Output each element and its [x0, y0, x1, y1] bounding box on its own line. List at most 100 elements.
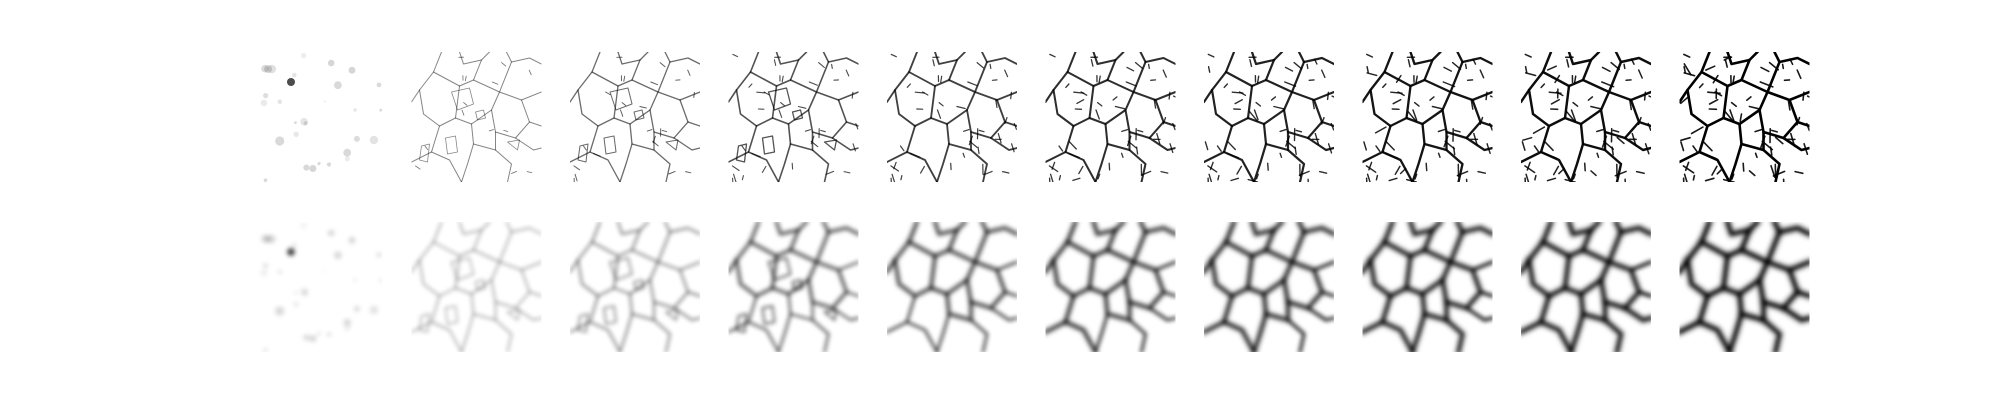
fracture-tick	[1566, 58, 1570, 68]
fracture-tick	[1407, 111, 1417, 123]
fracture-tick	[1533, 145, 1540, 153]
fracture-tick	[1327, 143, 1333, 154]
fracture-line	[653, 319, 671, 352]
fracture-pattern	[1045, 52, 1176, 182]
fracture-tick	[962, 128, 970, 132]
fracture-tick	[1321, 69, 1326, 79]
fracture-tick	[1437, 128, 1446, 133]
fracture-line	[411, 222, 443, 273]
fracture-tick	[978, 129, 985, 133]
fracture-tick	[687, 69, 691, 76]
fracture-tick	[1643, 91, 1647, 101]
speckle	[293, 131, 299, 137]
fracture-tick	[1395, 74, 1402, 83]
shard-outline	[665, 139, 679, 151]
fracture-tick	[1760, 66, 1770, 73]
fracture-tick	[1564, 178, 1576, 182]
speckle	[353, 108, 357, 112]
shade-band	[1536, 317, 1576, 352]
fracture-line	[787, 292, 814, 322]
fracture-tick	[1156, 132, 1161, 145]
fracture-line	[1148, 136, 1176, 152]
shade-band	[1694, 317, 1735, 352]
fracture-line	[591, 229, 641, 257]
fracture-line	[990, 137, 1017, 151]
speckle	[369, 305, 379, 315]
fracture-tick	[1279, 128, 1287, 133]
fracture-pattern	[570, 52, 700, 182]
fracture-line	[433, 59, 482, 87]
speckle	[300, 287, 308, 296]
speckle	[379, 278, 383, 282]
shade-band	[1247, 222, 1287, 239]
fracture-line	[495, 149, 512, 182]
shard-outline	[735, 313, 748, 333]
fracture-line	[1045, 52, 1077, 104]
speckle	[275, 136, 285, 146]
fracture-tick	[1076, 99, 1085, 105]
fracture-line	[1362, 52, 1394, 104]
fracture-tick	[1270, 96, 1277, 101]
speckle	[343, 318, 352, 327]
fracture-pattern	[1045, 222, 1176, 352]
fracture-line	[1148, 306, 1176, 322]
speckle	[263, 178, 268, 182]
fracture-tick	[1001, 170, 1010, 174]
fracture-tick	[909, 152, 921, 158]
speckle	[300, 222, 307, 229]
fracture-tick	[1010, 91, 1013, 100]
fracture-tick	[1590, 105, 1603, 110]
speckle	[343, 148, 352, 157]
fracture-tick	[503, 130, 509, 132]
fracture-tick	[906, 83, 912, 88]
fracture-line	[1445, 148, 1464, 182]
fracture-tick	[1284, 66, 1294, 72]
fracture-line	[494, 319, 513, 352]
fracture-line	[1409, 52, 1442, 66]
speckle	[334, 81, 342, 90]
fracture-tick	[1746, 96, 1752, 102]
fracture-tick	[1472, 58, 1477, 65]
fracture-tick	[1724, 58, 1728, 68]
speckle	[309, 165, 317, 172]
shade-band	[1219, 317, 1259, 352]
fracture-line	[432, 229, 483, 257]
shard-outline	[735, 143, 748, 163]
fracture-line	[1728, 142, 1743, 182]
fracture-tick	[756, 91, 766, 94]
shade-band	[1136, 222, 1176, 238]
fracture-tick	[1724, 111, 1735, 124]
fracture-tick	[1306, 63, 1309, 70]
shade-band	[1362, 222, 1397, 277]
fracture-tick	[1051, 161, 1056, 170]
fracture-line	[908, 59, 958, 87]
speckle	[264, 65, 273, 74]
speckle	[317, 161, 321, 165]
fracture-tick	[1612, 129, 1620, 133]
fracture-tick	[1249, 111, 1258, 122]
fracture-tick	[1366, 72, 1378, 77]
fracture-tick	[1525, 173, 1530, 182]
fracture-tick	[1682, 177, 1685, 182]
fracture-tick	[1413, 101, 1420, 107]
fracture-tick	[989, 63, 992, 70]
fracture-tick	[1140, 170, 1152, 176]
fracture-tick	[1683, 53, 1691, 58]
fracture-tick	[1127, 140, 1137, 149]
fracture-tick	[1770, 129, 1778, 133]
fracture-line	[619, 313, 633, 352]
fracture-line	[411, 125, 440, 163]
fracture-line	[1306, 306, 1334, 322]
fracture-line	[1411, 142, 1426, 182]
fracture-tick	[1414, 173, 1418, 180]
shade-band	[1778, 303, 1810, 325]
fracture-pattern	[887, 52, 1017, 182]
speckle	[323, 100, 326, 103]
shade-band	[978, 222, 1017, 238]
fracture-tick	[1207, 53, 1215, 58]
fracture-tick	[778, 109, 783, 118]
fracture-tick	[1285, 135, 1291, 147]
fracture-tick	[1247, 178, 1259, 182]
shard-outline	[419, 313, 430, 333]
shard-outline	[475, 109, 486, 121]
